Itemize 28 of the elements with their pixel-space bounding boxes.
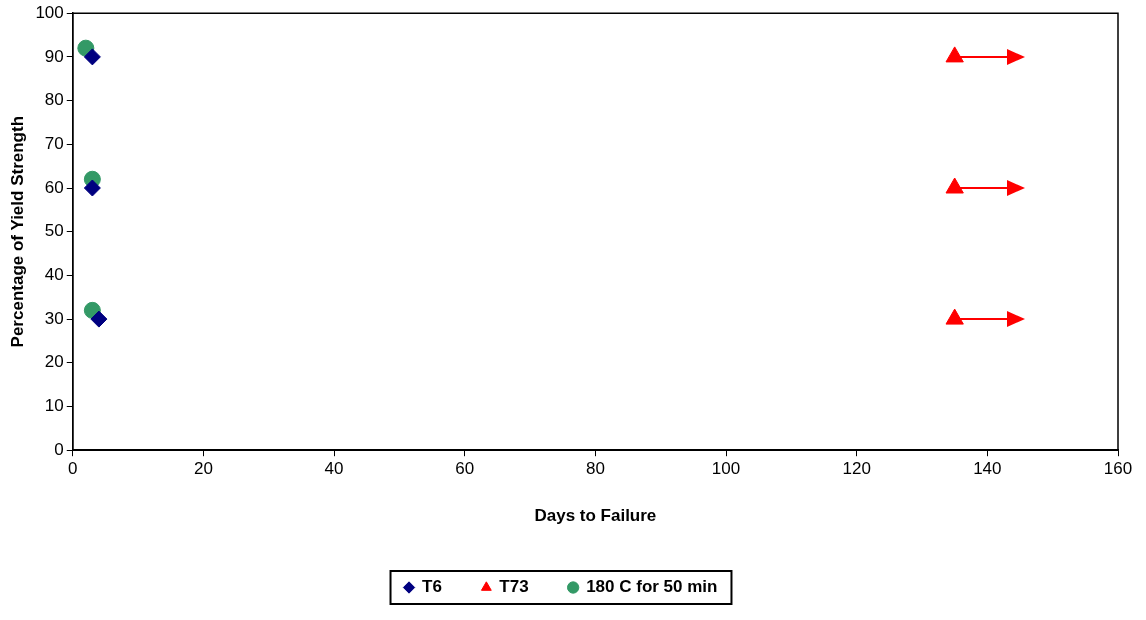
y-tick-label: 80 xyxy=(44,90,64,110)
y-axis-title: Percentage of Yield Strength xyxy=(7,115,27,348)
legend-label: 180 C for 50 min xyxy=(586,577,718,597)
point xyxy=(90,310,108,328)
legend-label: T73 xyxy=(499,577,529,597)
y-tick-label: 90 xyxy=(44,46,64,66)
x-axis-title: Days to Failure xyxy=(534,506,657,526)
point xyxy=(83,48,101,66)
legend-label: T6 xyxy=(422,577,442,597)
point xyxy=(83,179,101,197)
x-tick-label: 80 xyxy=(585,459,605,479)
y-tick-label: 30 xyxy=(44,308,64,328)
x-tick-label: 0 xyxy=(68,459,78,479)
x-tick-label: 120 xyxy=(842,459,871,479)
y-tick-label: 70 xyxy=(44,133,64,153)
y-tick-label: 100 xyxy=(35,2,64,22)
x-tick-label: 20 xyxy=(193,459,213,479)
y-tick-label: 10 xyxy=(44,396,64,416)
x-tick-label: 100 xyxy=(711,459,741,479)
y-tick-label: 50 xyxy=(44,221,64,241)
x-tick-label: 140 xyxy=(973,459,1002,479)
y-tick-label: 40 xyxy=(44,265,64,285)
x-tick-label: 40 xyxy=(324,459,344,479)
x-tick-label: 160 xyxy=(1103,459,1133,479)
y-tick-label: 60 xyxy=(44,177,64,197)
x-tick-label: 60 xyxy=(455,459,475,479)
y-tick-label: 20 xyxy=(44,352,64,372)
y-tick-label: 0 xyxy=(54,439,64,459)
